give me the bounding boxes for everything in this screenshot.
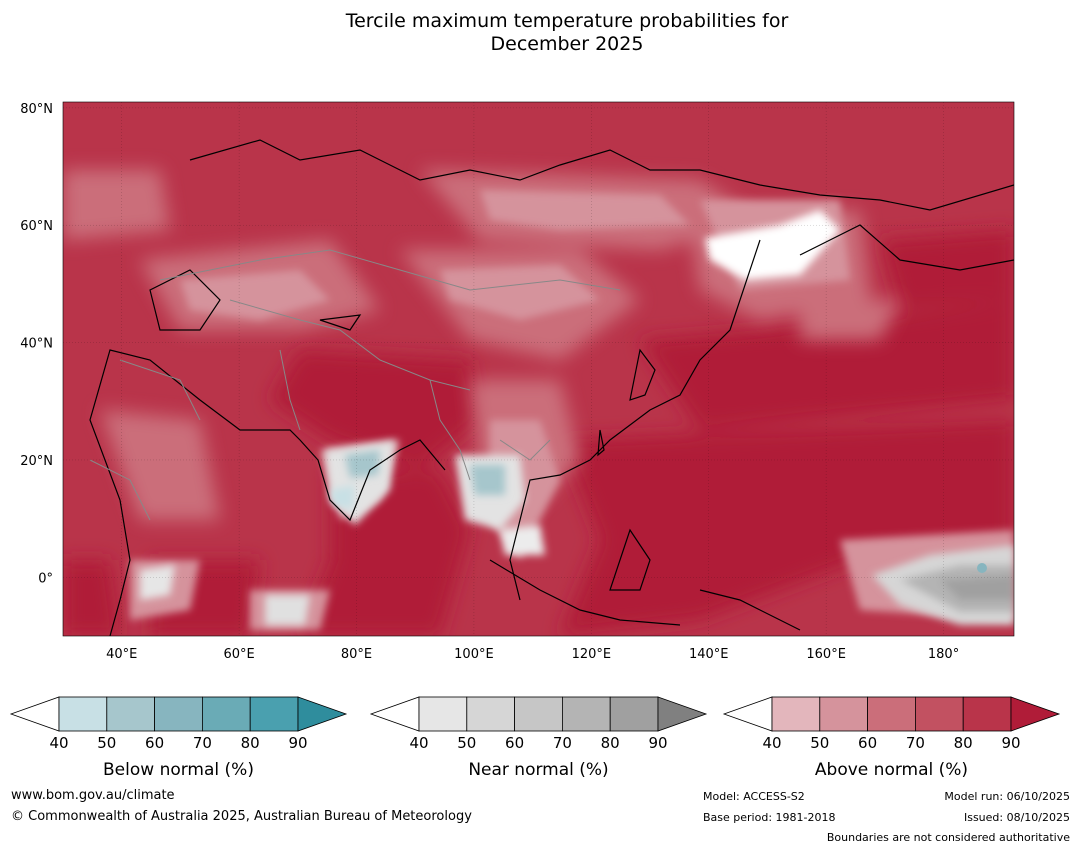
colorbar-segment [58, 696, 108, 732]
colorbar-below: 40 50 60 70 80 90 Below normal (%) [9, 696, 348, 780]
colorbar-tick-label: 80 [954, 734, 973, 752]
colorbar-segment [819, 696, 868, 732]
copyright-text: © Commonwealth of Australia 2025, Austra… [11, 809, 472, 824]
x-tick-label: 180° [928, 647, 959, 662]
colorbar-tick-label: 80 [601, 734, 620, 752]
model-text: Model: ACCESS-S2 [703, 790, 805, 803]
colorbar-tick-label: 90 [1001, 734, 1020, 752]
colorbar-min-extend [722, 696, 773, 732]
colorbar-label: Near normal (%) [468, 760, 608, 780]
x-tick-label: 140°E [689, 647, 729, 662]
x-tick-label: 80°E [341, 647, 372, 662]
y-tick-label: 40°N [20, 337, 53, 352]
colorbar-segment [609, 696, 659, 732]
colorbar-segment [201, 696, 251, 732]
colorbar-max-extend [1010, 696, 1061, 732]
colorbar-segment [771, 696, 821, 732]
y-tick-label: 80°N [20, 102, 53, 117]
colorbar-min-extend [9, 696, 60, 732]
colorbar-segment [466, 696, 515, 732]
base-period-text: Base period: 1981-2018 [703, 811, 836, 824]
colorbar-tick-label: 70 [553, 734, 572, 752]
colorbar-tick-label: 60 [858, 734, 877, 752]
colorbar-label: Above normal (%) [815, 760, 968, 780]
x-tick-label: 160°E [806, 647, 846, 662]
colorbar-tick-label: 40 [409, 734, 428, 752]
colorbar-min-extend [369, 696, 420, 732]
colorbars: 40 50 60 70 80 90 Below normal (%) 40 50 60 70 80 90… [9, 696, 1061, 780]
colorbar-segment [249, 696, 299, 732]
disclaimer-text: Boundaries are not considered authoritat… [826, 831, 1070, 844]
colorbar-tick-label: 80 [241, 734, 260, 752]
colorbar-segment [915, 696, 964, 732]
colorbar-tick-label: 60 [145, 734, 164, 752]
colorbar-tick-label: 40 [49, 734, 68, 752]
title-line-1: Tercile maximum temperature probabilitie… [345, 10, 789, 32]
below-normal-pacific-spot [977, 563, 987, 573]
chart-title: Tercile maximum temperature probabilitie… [0, 10, 1081, 56]
colorbar-tick-label: 50 [97, 734, 116, 752]
colorbar-tick-label: 40 [762, 734, 781, 752]
x-axis: 40°E 60°E 80°E 100°E 120°E 140°E 160°E 180° [106, 647, 959, 662]
x-tick-label: 100°E [454, 647, 494, 662]
colorbar-segment [962, 696, 1012, 732]
x-tick-label: 40°E [106, 647, 137, 662]
colorbar-tick-label: 50 [810, 734, 829, 752]
x-tick-label: 120°E [572, 647, 612, 662]
title-line-2: December 2025 [490, 33, 644, 55]
website-text: www.bom.gov.au/climate [11, 788, 175, 803]
y-tick-label: 20°N [20, 454, 53, 469]
colorbar-tick-label: 90 [288, 734, 307, 752]
colorbar-segment [514, 696, 563, 732]
colorbar-max-extend [297, 696, 348, 732]
colorbar-max-extend [657, 696, 708, 732]
issued-text: Issued: 08/10/2025 [963, 811, 1070, 824]
colorbar-tick-label: 60 [505, 734, 524, 752]
x-tick-label: 60°E [223, 647, 254, 662]
coastlines [89, 139, 1014, 636]
colorbar-tick-label: 50 [457, 734, 476, 752]
colorbar-label: Below normal (%) [103, 760, 254, 780]
colorbar-segment [418, 696, 468, 732]
colorbar-tick-label: 90 [648, 734, 667, 752]
map-frame [62, 101, 1015, 637]
colorbar-near: 40 50 60 70 80 90 Near normal (%) [369, 696, 708, 780]
colorbar-tick-label: 70 [193, 734, 212, 752]
map-area [63, 102, 1014, 636]
colorbar-tick-label: 70 [906, 734, 925, 752]
below-normal-zones [330, 450, 505, 510]
y-axis: 0° 20°N 40°N 60°N 80°N [20, 102, 53, 586]
country-borders [89, 249, 621, 521]
colorbar-segment [867, 696, 916, 732]
colorbar-segment [106, 696, 156, 732]
colorbar-above: 40 50 60 70 80 90 Above normal (%) [722, 696, 1061, 780]
model-run-text: Model run: 06/10/2025 [944, 790, 1070, 803]
colorbar-segment [154, 696, 203, 732]
y-tick-label: 60°N [20, 219, 53, 234]
above-90-zones [63, 230, 1014, 636]
gridlines [63, 102, 1014, 636]
colorbar-segment [562, 696, 611, 732]
y-tick-label: 0° [38, 571, 53, 586]
